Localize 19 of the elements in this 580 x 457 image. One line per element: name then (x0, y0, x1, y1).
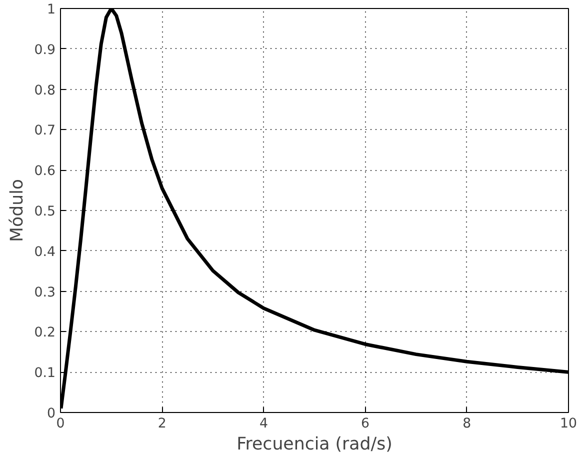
line-series (60, 8, 568, 410)
y-tick-label: 1 (47, 2, 56, 18)
y-tick-label: 0.7 (34, 124, 56, 139)
y-tick-label: 0.6 (34, 164, 56, 180)
y-tick-label: 0.9 (34, 42, 56, 58)
y-tick-label: 0 (47, 406, 56, 422)
x-tick-label: 6 (361, 416, 370, 432)
x-axis-title: Frecuencia (rad/s) (236, 434, 392, 454)
y-tick-label: 0.8 (34, 83, 56, 98)
x-tick-label: 10 (560, 416, 577, 432)
y-tick-label: 0.1 (34, 366, 56, 382)
x-tick-label: 2 (158, 416, 166, 432)
y-tick-label: 0.3 (34, 285, 56, 300)
y-tick-label: 0.5 (34, 204, 56, 220)
y-axis-title: Módulo (7, 179, 28, 242)
y-tick-label: 0.4 (34, 244, 56, 260)
x-tick-label: 4 (259, 416, 268, 432)
y-tick-label: 0.2 (34, 326, 56, 341)
x-tick-label: 8 (462, 416, 472, 432)
